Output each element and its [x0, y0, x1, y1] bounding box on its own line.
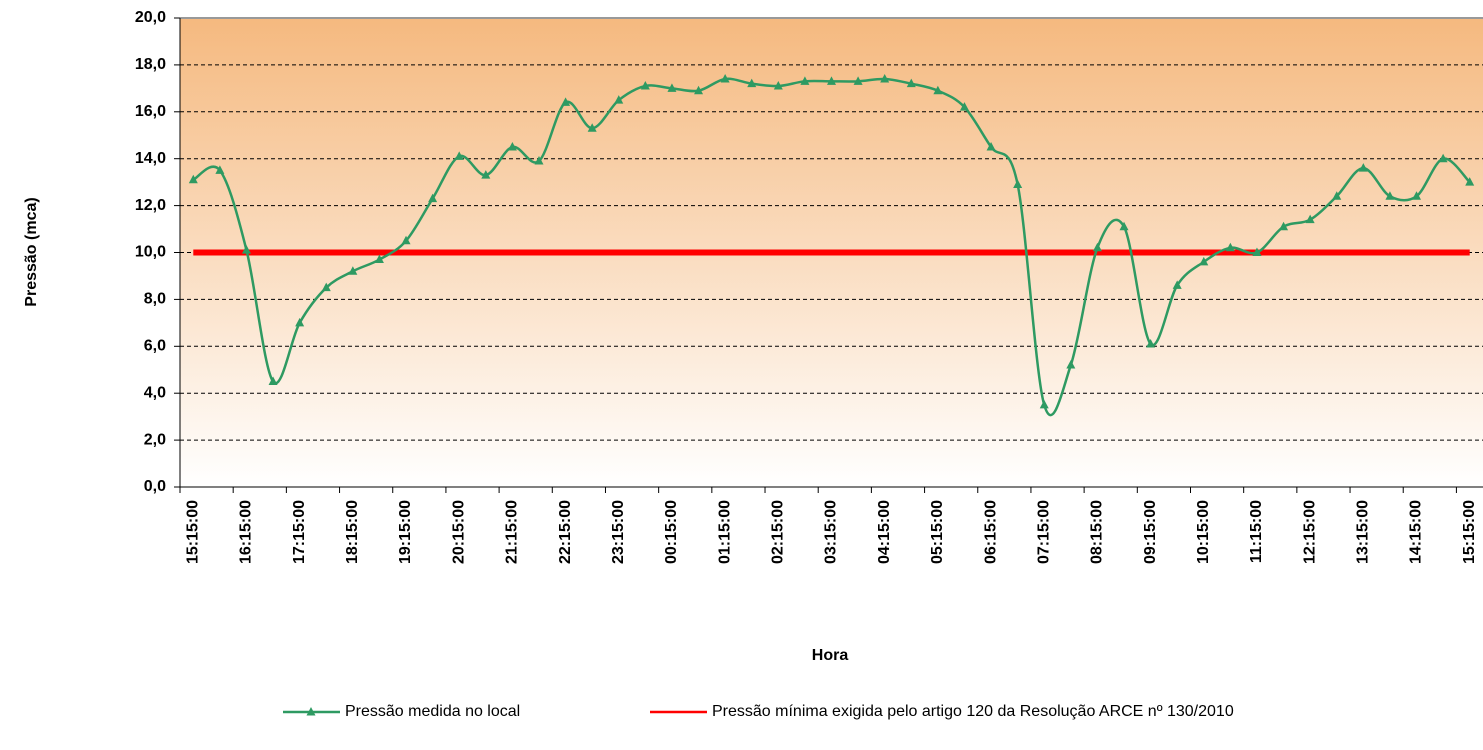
marker: [667, 83, 677, 92]
marker: [614, 95, 624, 104]
marker: [640, 81, 650, 90]
x-tick-label: 01:15:00: [716, 500, 733, 564]
x-tick-label: 11:15:00: [1248, 500, 1265, 563]
x-tick-label: 09:15:00: [1142, 500, 1159, 564]
marker: [561, 97, 571, 106]
marker: [1279, 221, 1289, 231]
y-tick-label: 2,0: [144, 431, 166, 448]
marker: [773, 81, 783, 90]
y-tick-label: 12,0: [135, 197, 166, 214]
marker: [747, 78, 757, 88]
x-tick-label: 15:15:00: [185, 500, 202, 564]
marker: [959, 102, 969, 111]
marker: [348, 266, 358, 275]
x-axis-title: Hora: [812, 647, 849, 664]
marker: [1412, 191, 1422, 200]
marker: [587, 123, 597, 132]
x-tick-label: 16:15:00: [238, 500, 255, 564]
y-tick-label: 6,0: [144, 338, 166, 355]
marker: [1092, 242, 1102, 252]
marker: [1066, 360, 1076, 369]
x-tick-label: 21:15:00: [504, 500, 521, 564]
y-tick-label: 8,0: [144, 291, 166, 308]
x-tick-label: 17:15:00: [291, 500, 308, 564]
marker: [428, 193, 438, 203]
x-tick-label: 18:15:00: [344, 500, 361, 564]
x-tick-label: 07:15:00: [1035, 500, 1052, 564]
marker: [1438, 153, 1448, 163]
x-tick-label: 06:15:00: [982, 500, 999, 564]
marker: [1465, 177, 1475, 186]
marker: [906, 78, 916, 88]
y-tick-label: 0,0: [144, 478, 166, 495]
marker: [827, 76, 836, 85]
marker: [454, 151, 464, 160]
marker: [1039, 399, 1049, 409]
x-tick-label: 04:15:00: [876, 500, 893, 564]
x-tick-label: 02:15:00: [770, 500, 787, 564]
marker: [534, 156, 544, 165]
y-tick-label: 20,0: [135, 9, 166, 26]
marker: [1358, 163, 1368, 172]
y-tick-label: 4,0: [144, 384, 166, 401]
marker: [215, 165, 225, 174]
marker: [374, 254, 384, 264]
x-tick-label: 03:15:00: [823, 500, 840, 564]
marker: [1225, 242, 1235, 252]
marker: [507, 141, 517, 151]
series-line: [192, 77, 1471, 417]
legend-text: Pressão mínima exigida pelo artigo 120 d…: [712, 703, 1234, 720]
y-tick-label: 16,0: [135, 103, 166, 120]
marker: [1172, 280, 1182, 289]
marker: [800, 76, 810, 85]
marker: [720, 73, 730, 83]
y-axis-title: Pressão (mca): [23, 197, 40, 306]
marker: [694, 85, 704, 95]
marker: [1252, 247, 1262, 256]
marker: [1385, 191, 1395, 200]
marker: [853, 76, 863, 85]
x-tick-label: 19:15:00: [397, 500, 414, 564]
x-tick-label: 20:15:00: [450, 500, 467, 564]
marker: [1332, 191, 1342, 200]
marker: [1199, 256, 1209, 266]
marker: [268, 376, 278, 385]
marker: [481, 170, 491, 179]
legend-text: Pressão medida no local: [345, 703, 520, 720]
marker: [321, 282, 331, 292]
x-tick-label: 05:15:00: [929, 500, 946, 564]
marker: [986, 141, 996, 151]
y-tick-label: 10,0: [135, 244, 166, 261]
marker: [1119, 221, 1129, 231]
marker: [1305, 214, 1315, 224]
marker: [1013, 179, 1023, 188]
marker: [295, 317, 305, 327]
x-tick-label: 08:15:00: [1089, 500, 1106, 564]
x-tick-label: 13:15:00: [1355, 500, 1372, 564]
marker: [241, 245, 251, 254]
marker: [880, 73, 890, 83]
y-tick-label: 14,0: [135, 150, 166, 167]
x-tick-label: 00:15:00: [663, 500, 680, 564]
y-tick-label: 18,0: [135, 56, 166, 73]
x-tick-label: 12:15:00: [1301, 500, 1318, 564]
x-tick-label: 14:15:00: [1408, 500, 1425, 564]
marker: [1146, 338, 1156, 348]
marker: [401, 235, 411, 245]
x-tick-label: 22:15:00: [557, 500, 574, 564]
marker: [933, 85, 943, 95]
x-tick-label: 10:15:00: [1195, 500, 1212, 564]
x-tick-label: 23:15:00: [610, 500, 627, 564]
marker: [188, 174, 198, 184]
legend-marker: [306, 707, 316, 716]
x-tick-label: 15:15:00: [1461, 500, 1478, 564]
